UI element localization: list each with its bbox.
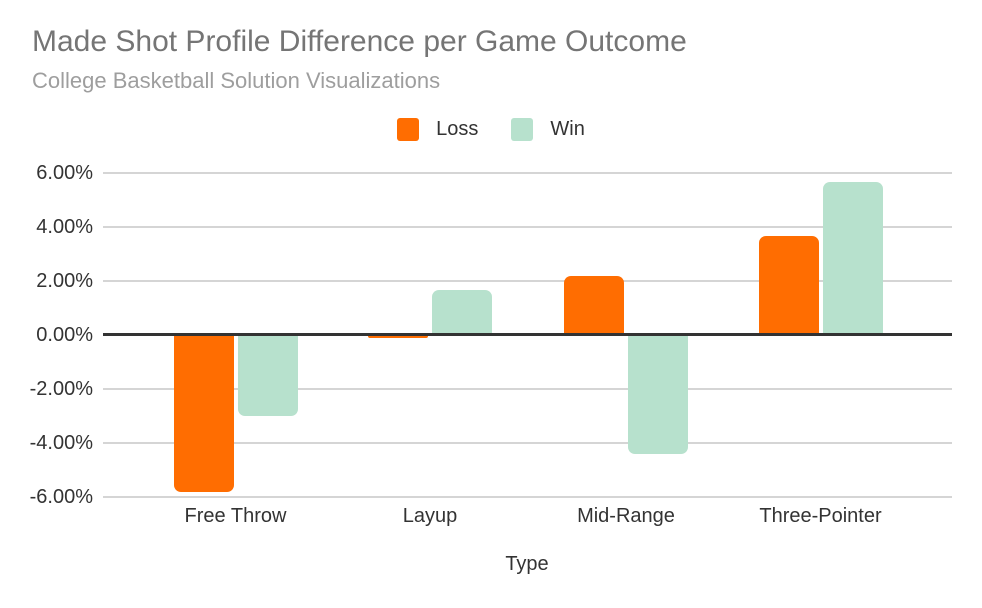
y-axis-tick-label: -4.00% — [29, 432, 93, 454]
gridline-6.00% — [103, 172, 952, 174]
category-label-free-throw: Free Throw — [184, 505, 287, 527]
gridline--2.00% — [103, 388, 952, 390]
bar-win-mid-range[interactable] — [628, 335, 688, 454]
bar-win-free-throw[interactable] — [237, 335, 298, 416]
gridline-2.00% — [103, 280, 952, 282]
gridline-4.00% — [103, 226, 952, 228]
legend-item-loss[interactable]: Loss — [397, 117, 478, 141]
y-axis-tick-label: 0.00% — [36, 324, 93, 346]
gridline--4.00% — [103, 442, 952, 444]
category-label-layup: Layup — [402, 505, 458, 527]
bar-win-three-pointer[interactable] — [822, 182, 883, 335]
chart-title: Made Shot Profile Difference per Game Ou… — [32, 25, 687, 58]
bar-loss-free-throw[interactable] — [173, 335, 234, 492]
bar-loss-three-pointer[interactable] — [758, 236, 819, 335]
zero-axis-line — [103, 333, 952, 336]
legend: Loss Win — [0, 116, 982, 142]
category-label-three-pointer: Three-Pointer — [759, 505, 882, 527]
x-axis-title: Type — [505, 553, 549, 575]
legend-item-win[interactable]: Win — [511, 117, 585, 141]
chart-subtitle: College Basketball Solution Visualizatio… — [32, 68, 441, 93]
legend-label-win: Win — [550, 118, 585, 140]
gridline--6.00% — [103, 496, 952, 498]
bar-loss-layup[interactable] — [368, 335, 428, 338]
y-axis-tick-label: -6.00% — [29, 486, 93, 508]
legend-swatch-loss — [397, 117, 420, 141]
legend-swatch-win — [511, 117, 534, 141]
y-axis-tick-label: 2.00% — [36, 270, 93, 292]
y-axis-tick-label: 6.00% — [36, 162, 93, 184]
category-label-mid-range: Mid-Range — [577, 505, 675, 527]
y-axis-tick-label: 4.00% — [36, 216, 93, 238]
y-axis-tick-label: -2.00% — [29, 378, 93, 400]
bar-loss-mid-range[interactable] — [564, 275, 624, 335]
legend-label-loss: Loss — [436, 118, 479, 140]
bar-win-layup[interactable] — [432, 290, 492, 335]
